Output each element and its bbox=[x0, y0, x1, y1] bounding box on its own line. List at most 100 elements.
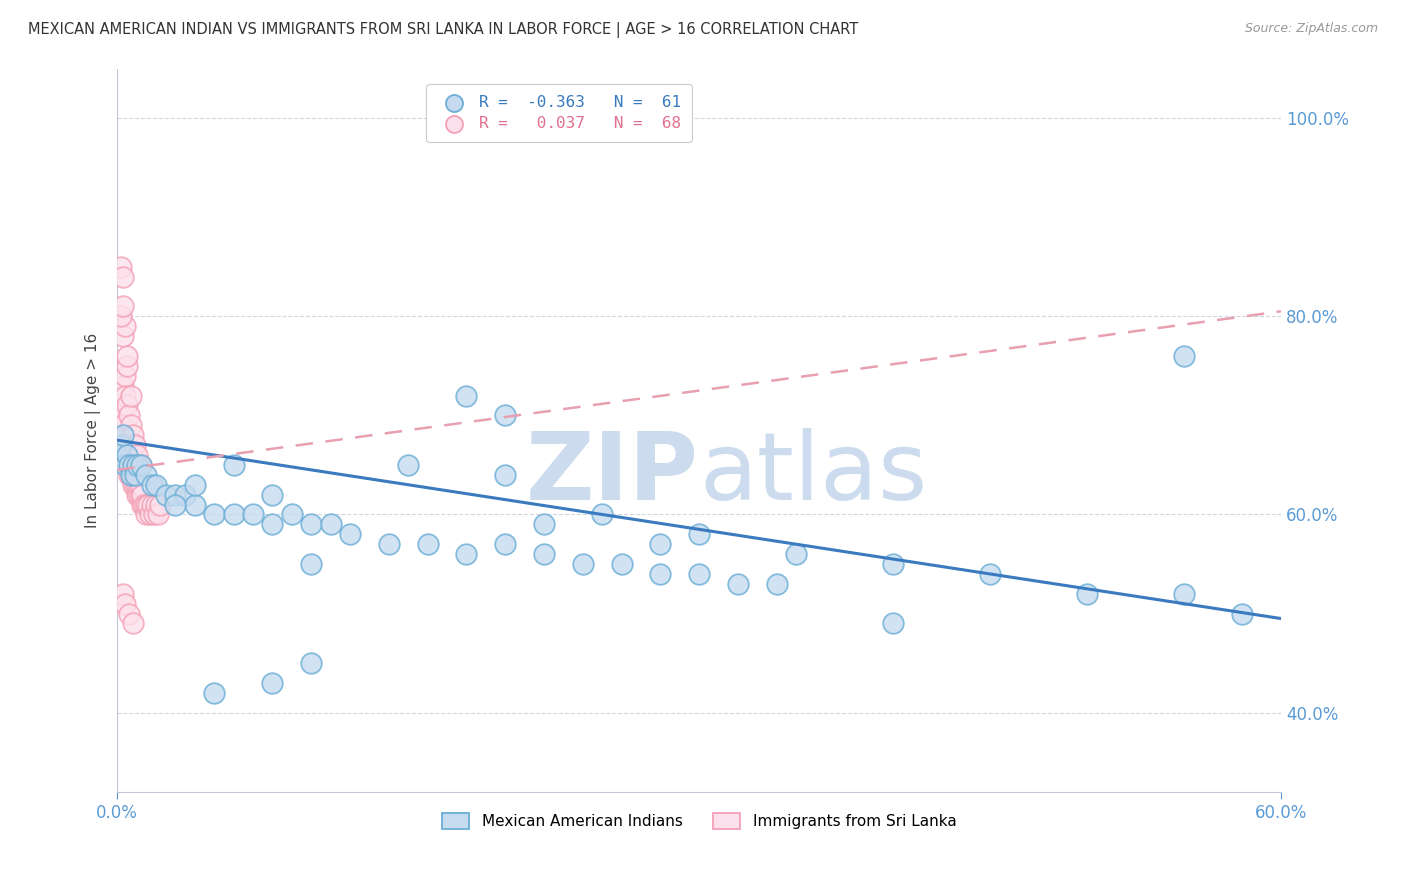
Point bbox=[396, 458, 419, 472]
Point bbox=[118, 409, 141, 423]
Point bbox=[112, 418, 135, 433]
Point bbox=[118, 607, 141, 621]
Point bbox=[129, 458, 152, 472]
Point bbox=[1173, 349, 1195, 363]
Point bbox=[118, 467, 141, 482]
Point bbox=[591, 508, 613, 522]
Point bbox=[688, 566, 710, 581]
Point bbox=[112, 378, 135, 392]
Point bbox=[202, 686, 225, 700]
Point bbox=[110, 310, 132, 324]
Point bbox=[416, 537, 439, 551]
Point bbox=[129, 458, 152, 472]
Point bbox=[125, 458, 148, 472]
Point bbox=[533, 547, 555, 561]
Point bbox=[114, 597, 136, 611]
Point bbox=[979, 566, 1001, 581]
Point bbox=[146, 508, 169, 522]
Point bbox=[114, 388, 136, 402]
Point bbox=[571, 557, 593, 571]
Point bbox=[125, 467, 148, 482]
Point bbox=[299, 517, 322, 532]
Point bbox=[456, 388, 478, 402]
Point bbox=[135, 508, 157, 522]
Point bbox=[131, 498, 153, 512]
Point bbox=[110, 409, 132, 423]
Point bbox=[165, 498, 187, 512]
Point bbox=[1230, 607, 1253, 621]
Point bbox=[115, 399, 138, 413]
Point bbox=[114, 438, 136, 452]
Point bbox=[145, 477, 167, 491]
Point bbox=[242, 508, 264, 522]
Point bbox=[112, 428, 135, 442]
Point bbox=[108, 409, 131, 423]
Point bbox=[115, 438, 138, 452]
Point bbox=[114, 448, 136, 462]
Point bbox=[141, 498, 163, 512]
Point bbox=[120, 467, 142, 482]
Point bbox=[378, 537, 401, 551]
Point bbox=[765, 577, 787, 591]
Point bbox=[1173, 587, 1195, 601]
Point bbox=[494, 537, 516, 551]
Point bbox=[121, 458, 143, 472]
Point bbox=[115, 349, 138, 363]
Point bbox=[135, 467, 157, 482]
Point bbox=[120, 448, 142, 462]
Point bbox=[110, 260, 132, 274]
Point bbox=[125, 448, 148, 462]
Point bbox=[121, 467, 143, 482]
Point bbox=[129, 488, 152, 502]
Point bbox=[165, 488, 187, 502]
Point bbox=[112, 428, 135, 442]
Point bbox=[882, 557, 904, 571]
Point bbox=[114, 458, 136, 472]
Point bbox=[118, 458, 141, 472]
Point bbox=[114, 368, 136, 383]
Point bbox=[120, 388, 142, 402]
Point bbox=[131, 488, 153, 502]
Point bbox=[1076, 587, 1098, 601]
Point bbox=[155, 488, 177, 502]
Point bbox=[124, 477, 146, 491]
Point bbox=[112, 299, 135, 313]
Point bbox=[114, 319, 136, 334]
Text: ZIP: ZIP bbox=[526, 427, 699, 520]
Point bbox=[494, 467, 516, 482]
Point bbox=[262, 676, 284, 690]
Point bbox=[112, 329, 135, 343]
Point bbox=[121, 616, 143, 631]
Point bbox=[727, 577, 749, 591]
Point bbox=[494, 409, 516, 423]
Point bbox=[262, 517, 284, 532]
Point bbox=[121, 477, 143, 491]
Point bbox=[650, 537, 672, 551]
Point bbox=[202, 508, 225, 522]
Point bbox=[145, 498, 167, 512]
Point bbox=[222, 508, 245, 522]
Point bbox=[125, 488, 148, 502]
Point bbox=[114, 428, 136, 442]
Point bbox=[110, 438, 132, 452]
Point bbox=[610, 557, 633, 571]
Point bbox=[115, 448, 138, 462]
Point bbox=[281, 508, 304, 522]
Point bbox=[129, 477, 152, 491]
Point bbox=[785, 547, 807, 561]
Point bbox=[143, 508, 166, 522]
Point bbox=[184, 477, 207, 491]
Point bbox=[118, 448, 141, 462]
Y-axis label: In Labor Force | Age > 16: In Labor Force | Age > 16 bbox=[86, 333, 101, 528]
Point bbox=[128, 488, 150, 502]
Point bbox=[319, 517, 342, 532]
Point bbox=[118, 458, 141, 472]
Point bbox=[112, 587, 135, 601]
Point bbox=[112, 438, 135, 452]
Point bbox=[124, 467, 146, 482]
Point bbox=[134, 498, 156, 512]
Point bbox=[139, 508, 162, 522]
Point bbox=[108, 418, 131, 433]
Point bbox=[882, 616, 904, 631]
Point bbox=[136, 498, 159, 512]
